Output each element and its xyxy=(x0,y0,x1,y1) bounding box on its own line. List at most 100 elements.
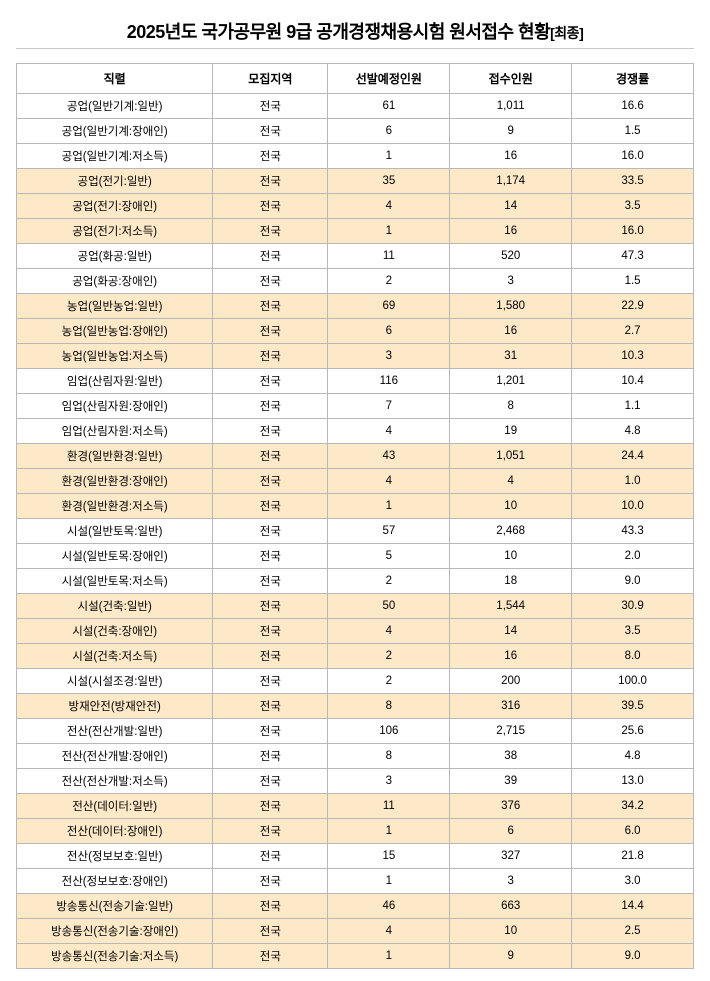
cell-job: 시설(일반토목:일반) xyxy=(17,519,213,544)
cell-rate: 1.0 xyxy=(572,469,694,494)
cell-app: 1,201 xyxy=(450,369,572,394)
cell-app: 31 xyxy=(450,344,572,369)
cell-job: 전산(데이터:장애인) xyxy=(17,819,213,844)
table-row: 공업(일반기계:일반)전국611,01116.6 xyxy=(17,94,694,119)
table-row: 전산(정보보호:장애인)전국133.0 xyxy=(17,869,694,894)
cell-rate: 3.5 xyxy=(572,619,694,644)
cell-rate: 25.6 xyxy=(572,719,694,744)
cell-rate: 9.0 xyxy=(572,569,694,594)
table-row: 전산(정보보호:일반)전국1532721.8 xyxy=(17,844,694,869)
table-row: 농업(일반농업:장애인)전국6162.7 xyxy=(17,319,694,344)
cell-plan: 106 xyxy=(328,719,450,744)
table-row: 공업(전기:장애인)전국4143.5 xyxy=(17,194,694,219)
table-row: 공업(일반기계:장애인)전국691.5 xyxy=(17,119,694,144)
cell-plan: 2 xyxy=(328,644,450,669)
cell-plan: 3 xyxy=(328,344,450,369)
cell-app: 9 xyxy=(450,944,572,969)
cell-plan: 11 xyxy=(328,794,450,819)
cell-plan: 6 xyxy=(328,319,450,344)
cell-app: 10 xyxy=(450,544,572,569)
cell-region: 전국 xyxy=(213,344,328,369)
cell-region: 전국 xyxy=(213,844,328,869)
cell-app: 376 xyxy=(450,794,572,819)
cell-job: 전산(데이터:일반) xyxy=(17,794,213,819)
table-row: 공업(일반기계:저소득)전국11616.0 xyxy=(17,144,694,169)
cell-region: 전국 xyxy=(213,519,328,544)
cell-rate: 43.3 xyxy=(572,519,694,544)
cell-app: 14 xyxy=(450,619,572,644)
cell-region: 전국 xyxy=(213,294,328,319)
cell-plan: 43 xyxy=(328,444,450,469)
cell-plan: 2 xyxy=(328,669,450,694)
table-row: 공업(전기:일반)전국351,17433.5 xyxy=(17,169,694,194)
table-row: 전산(데이터:일반)전국1137634.2 xyxy=(17,794,694,819)
cell-rate: 100.0 xyxy=(572,669,694,694)
cell-app: 663 xyxy=(450,894,572,919)
cell-app: 16 xyxy=(450,319,572,344)
cell-plan: 8 xyxy=(328,694,450,719)
table-row: 환경(일반환경:일반)전국431,05124.4 xyxy=(17,444,694,469)
cell-app: 16 xyxy=(450,644,572,669)
table-row: 방송통신(전송기술:일반)전국4666314.4 xyxy=(17,894,694,919)
cell-plan: 4 xyxy=(328,919,450,944)
cell-rate: 30.9 xyxy=(572,594,694,619)
cell-plan: 61 xyxy=(328,94,450,119)
cell-region: 전국 xyxy=(213,769,328,794)
cell-region: 전국 xyxy=(213,319,328,344)
table-row: 전산(데이터:장애인)전국166.0 xyxy=(17,819,694,844)
cell-job: 공업(일반기계:장애인) xyxy=(17,119,213,144)
cell-region: 전국 xyxy=(213,919,328,944)
table-row: 농업(일반농업:저소득)전국33110.3 xyxy=(17,344,694,369)
cell-app: 14 xyxy=(450,194,572,219)
cell-region: 전국 xyxy=(213,569,328,594)
cell-app: 1,580 xyxy=(450,294,572,319)
cell-rate: 16.0 xyxy=(572,144,694,169)
cell-region: 전국 xyxy=(213,694,328,719)
cell-plan: 116 xyxy=(328,369,450,394)
cell-region: 전국 xyxy=(213,794,328,819)
table-row: 임업(산림자원:일반)전국1161,20110.4 xyxy=(17,369,694,394)
cell-plan: 2 xyxy=(328,569,450,594)
cell-region: 전국 xyxy=(213,944,328,969)
table-row: 시설(시설조경:일반)전국2200100.0 xyxy=(17,669,694,694)
cell-app: 1,051 xyxy=(450,444,572,469)
cell-app: 327 xyxy=(450,844,572,869)
cell-rate: 21.8 xyxy=(572,844,694,869)
cell-job: 임업(산림자원:일반) xyxy=(17,369,213,394)
cell-plan: 7 xyxy=(328,394,450,419)
cell-rate: 3.0 xyxy=(572,869,694,894)
cell-job: 공업(일반기계:일반) xyxy=(17,94,213,119)
table-row: 농업(일반농업:일반)전국691,58022.9 xyxy=(17,294,694,319)
table-row: 공업(화공:일반)전국1152047.3 xyxy=(17,244,694,269)
cell-job: 시설(일반토목:장애인) xyxy=(17,544,213,569)
table-row: 방송통신(전송기술:장애인)전국4102.5 xyxy=(17,919,694,944)
cell-plan: 2 xyxy=(328,269,450,294)
cell-plan: 15 xyxy=(328,844,450,869)
cell-region: 전국 xyxy=(213,144,328,169)
title-sub: [최종] xyxy=(550,25,583,41)
cell-rate: 1.5 xyxy=(572,269,694,294)
cell-region: 전국 xyxy=(213,819,328,844)
cell-rate: 10.4 xyxy=(572,369,694,394)
cell-job: 환경(일반환경:저소득) xyxy=(17,494,213,519)
cell-region: 전국 xyxy=(213,719,328,744)
cell-rate: 24.4 xyxy=(572,444,694,469)
cell-rate: 16.6 xyxy=(572,94,694,119)
cell-app: 10 xyxy=(450,494,572,519)
cell-plan: 5 xyxy=(328,544,450,569)
cell-app: 3 xyxy=(450,269,572,294)
cell-rate: 9.0 xyxy=(572,944,694,969)
table-row: 임업(산림자원:저소득)전국4194.8 xyxy=(17,419,694,444)
cell-job: 환경(일반환경:장애인) xyxy=(17,469,213,494)
cell-rate: 8.0 xyxy=(572,644,694,669)
cell-job: 농업(일반농업:일반) xyxy=(17,294,213,319)
cell-job: 공업(전기:저소득) xyxy=(17,219,213,244)
cell-job: 시설(일반토목:저소득) xyxy=(17,569,213,594)
status-table: 직렬 모집지역 선발예정인원 접수인원 경쟁률 공업(일반기계:일반)전국611… xyxy=(16,63,694,969)
table-row: 시설(일반토목:장애인)전국5102.0 xyxy=(17,544,694,569)
cell-job: 전산(정보보호:장애인) xyxy=(17,869,213,894)
cell-job: 공업(전기:일반) xyxy=(17,169,213,194)
table-row: 전산(전산개발:장애인)전국8384.8 xyxy=(17,744,694,769)
cell-job: 전산(전산개발:일반) xyxy=(17,719,213,744)
cell-job: 방송통신(전송기술:장애인) xyxy=(17,919,213,944)
